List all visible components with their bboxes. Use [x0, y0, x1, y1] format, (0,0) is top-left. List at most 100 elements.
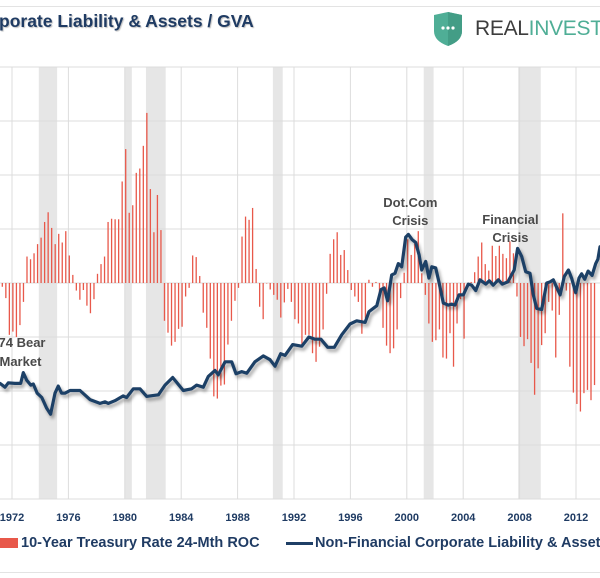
roc-bar [96, 273, 99, 283]
roc-bar [227, 283, 229, 345]
roc-bar [15, 283, 18, 337]
roc-bar [29, 259, 32, 283]
roc-bar [51, 227, 53, 283]
roc-bar [110, 218, 113, 283]
roc-bar [389, 283, 391, 354]
roc-bar [213, 283, 215, 397]
roc-bar [435, 283, 437, 341]
roc-bar [329, 253, 331, 283]
roc-bar [459, 283, 462, 300]
roc-bar [255, 268, 257, 283]
roc-bar [579, 283, 582, 412]
roc-bar [424, 283, 426, 295]
x-tick-label: 1984 [169, 512, 194, 524]
logo-word-real: REAL [475, 17, 529, 40]
x-tick-label: 2004 [451, 512, 476, 524]
roc-bar [569, 283, 571, 367]
roc-bar [177, 283, 180, 329]
roc-bar [258, 283, 261, 307]
roc-bar [230, 283, 233, 321]
roc-bar [280, 283, 282, 318]
brand-logo: REALINVEST [433, 11, 600, 47]
roc-bar [234, 283, 236, 301]
roc-bar [65, 231, 67, 283]
roc-bar [502, 253, 504, 283]
roc-bar [216, 283, 218, 399]
roc-bar [75, 283, 77, 291]
roc-bar [354, 283, 356, 297]
roc-bar [192, 255, 194, 283]
roc-bar [139, 168, 141, 283]
roc-bar [72, 274, 74, 283]
roc-bar [237, 283, 240, 288]
roc-bar [576, 283, 578, 404]
x-tick-label: 1976 [56, 512, 80, 524]
roc-bar [586, 283, 589, 390]
roc-bar [371, 283, 374, 287]
roc-bar [445, 283, 448, 359]
roc-bar [410, 254, 412, 283]
legend-swatch-line [286, 541, 313, 545]
roc-bar [43, 221, 46, 283]
roc-bar [128, 212, 130, 283]
roc-bar [590, 283, 592, 401]
roc-bar [163, 283, 166, 321]
roc-bar [516, 283, 518, 297]
legend: 10-Year Treasury Rate 24-Mth ROC Non-Fin… [0, 535, 600, 555]
roc-bar [114, 219, 116, 283]
chart-title: porate Liability & Assets / GVA [0, 11, 254, 31]
roc-bar [100, 264, 102, 283]
annotation-text: Financial [482, 212, 538, 227]
legend-item-line: Non-Financial Corporate Liability & Asse… [286, 535, 600, 551]
roc-bar [336, 232, 338, 283]
annotations: '74 Bear Market Dot.Com Crisis Financial Cris… [0, 195, 539, 369]
roc-bar [311, 283, 314, 354]
roc-bar [68, 255, 70, 283]
roc-bar [89, 283, 92, 314]
roc-bar [481, 242, 483, 283]
roc-bar [266, 283, 268, 284]
roc-bar [340, 254, 342, 283]
roc-bar [82, 283, 85, 291]
roc-bar [304, 283, 307, 335]
roc-bar [251, 207, 254, 283]
roc-bar [174, 283, 176, 342]
roc-bar [287, 283, 289, 289]
roc-bar [375, 281, 377, 283]
annotation-text: Crisis [392, 213, 428, 228]
roc-bar [220, 283, 222, 386]
corporate-liability-line-group [0, 232, 600, 416]
roc-bar [431, 283, 434, 342]
roc-bar [325, 283, 328, 294]
roc-bar [149, 189, 152, 283]
roc-bar [36, 244, 39, 283]
roc-bar [54, 244, 56, 283]
x-tick-label: 1972 [0, 512, 24, 524]
roc-bar [117, 219, 120, 283]
roc-bar [40, 237, 42, 283]
roc-bar [26, 256, 28, 283]
roc-bar [283, 283, 285, 303]
roc-bar [540, 283, 543, 346]
roc-bar [392, 283, 395, 349]
roc-bar [491, 245, 493, 283]
shield-dots-icon [434, 12, 462, 46]
roc-bar [170, 283, 173, 346]
legend-label-bars: 10-Year Treasury Rate 24-Mth ROC [21, 535, 260, 551]
bottom-divider [0, 572, 600, 573]
roc-bar [347, 270, 349, 283]
roc-bar [533, 283, 536, 395]
roc-bar [318, 283, 321, 347]
roc-bar [519, 283, 522, 337]
top-divider [0, 6, 600, 7]
roc-bar [188, 283, 190, 288]
roc-bar [565, 283, 567, 291]
roc-bar [167, 283, 169, 333]
roc-bar [47, 212, 49, 283]
x-axis-ticks: 1972 1976 1980 1984 1988 1992 1996 2000 2004 2008… [0, 512, 588, 524]
roc-bar [19, 283, 21, 326]
roc-bar [382, 283, 384, 328]
legend-swatch-bar [0, 538, 18, 548]
x-tick-label: 2008 [507, 512, 531, 524]
roc-bar [276, 283, 278, 300]
